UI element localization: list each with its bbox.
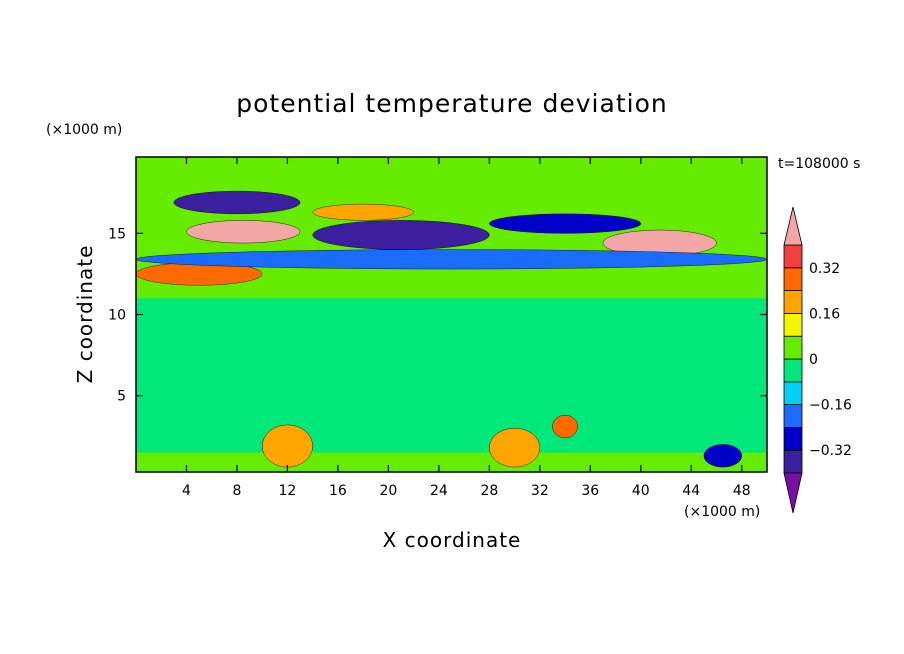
colorbar-label: 0.16: [809, 306, 840, 322]
x-axis: 4 8 12 16 20 24 28 32 36 40 44 48: [182, 157, 751, 499]
y-tick-label: 10: [108, 308, 126, 324]
x-tick-label: 36: [581, 483, 599, 499]
x-tick-label: 20: [379, 483, 397, 499]
x-tick-label: 48: [733, 483, 751, 499]
x-unit-label: (×1000 m): [684, 504, 760, 520]
contour-feature-0: [173, 190, 301, 215]
x-tick-label: 16: [329, 483, 347, 499]
x-tick-label: 24: [430, 483, 448, 499]
contour-feature-10: [262, 424, 313, 468]
colorbar-label: −0.32: [809, 443, 852, 459]
colorbar-bin: [783, 244, 803, 269]
contour-feature-6: [312, 203, 414, 221]
x-axis-label: X coordinate: [383, 528, 522, 552]
colorbar-label: 0.32: [809, 261, 840, 277]
colorbar-bin: [783, 358, 803, 383]
colorbar-bin: [783, 381, 803, 405]
x-tick-label: 32: [531, 483, 549, 499]
y-unit-label: (×1000 m): [46, 122, 122, 138]
y-axis: 5 10 15: [108, 226, 767, 405]
y-axis-label: Z coordinate: [73, 245, 97, 384]
colorbar-bin: [783, 426, 803, 451]
field-band: [136, 298, 767, 453]
contour-feature-2: [489, 213, 642, 234]
colorbar-label: 0: [809, 352, 818, 368]
colorbar-bin: [783, 404, 803, 428]
colorbar-label: −0.16: [809, 398, 852, 414]
x-tick-label: 8: [232, 483, 241, 499]
colorbar-bin: [783, 335, 803, 360]
y-tick-label: 15: [108, 226, 126, 242]
contour-feature-8: [552, 414, 578, 439]
colorbar: 0.32 0.16 0 −0.16 −0.32: [783, 206, 852, 514]
contour-feature-3: [186, 220, 301, 244]
contour-feature-9: [703, 444, 742, 468]
colorbar-min-arrow: [783, 472, 803, 514]
y-tick-label: 5: [117, 389, 126, 405]
contour-feature-1: [312, 220, 490, 250]
x-tick-label: 44: [682, 483, 700, 499]
colorbar-max-arrow: [783, 206, 803, 246]
x-tick-label: 4: [182, 483, 191, 499]
contour-feature-7: [136, 249, 767, 270]
x-tick-label: 40: [632, 483, 650, 499]
colorbar-bin: [783, 267, 803, 291]
x-tick-label: 28: [480, 483, 498, 499]
chart-title: potential temperature deviation: [236, 89, 667, 118]
plot-area: [136, 157, 767, 472]
contour-feature-11: [489, 427, 541, 468]
colorbar-bin: [783, 312, 803, 337]
x-tick-label: 12: [279, 483, 297, 499]
time-label: t=108000 s: [778, 156, 860, 172]
colorbar-bin: [783, 290, 803, 314]
colorbar-bin: [783, 449, 803, 474]
